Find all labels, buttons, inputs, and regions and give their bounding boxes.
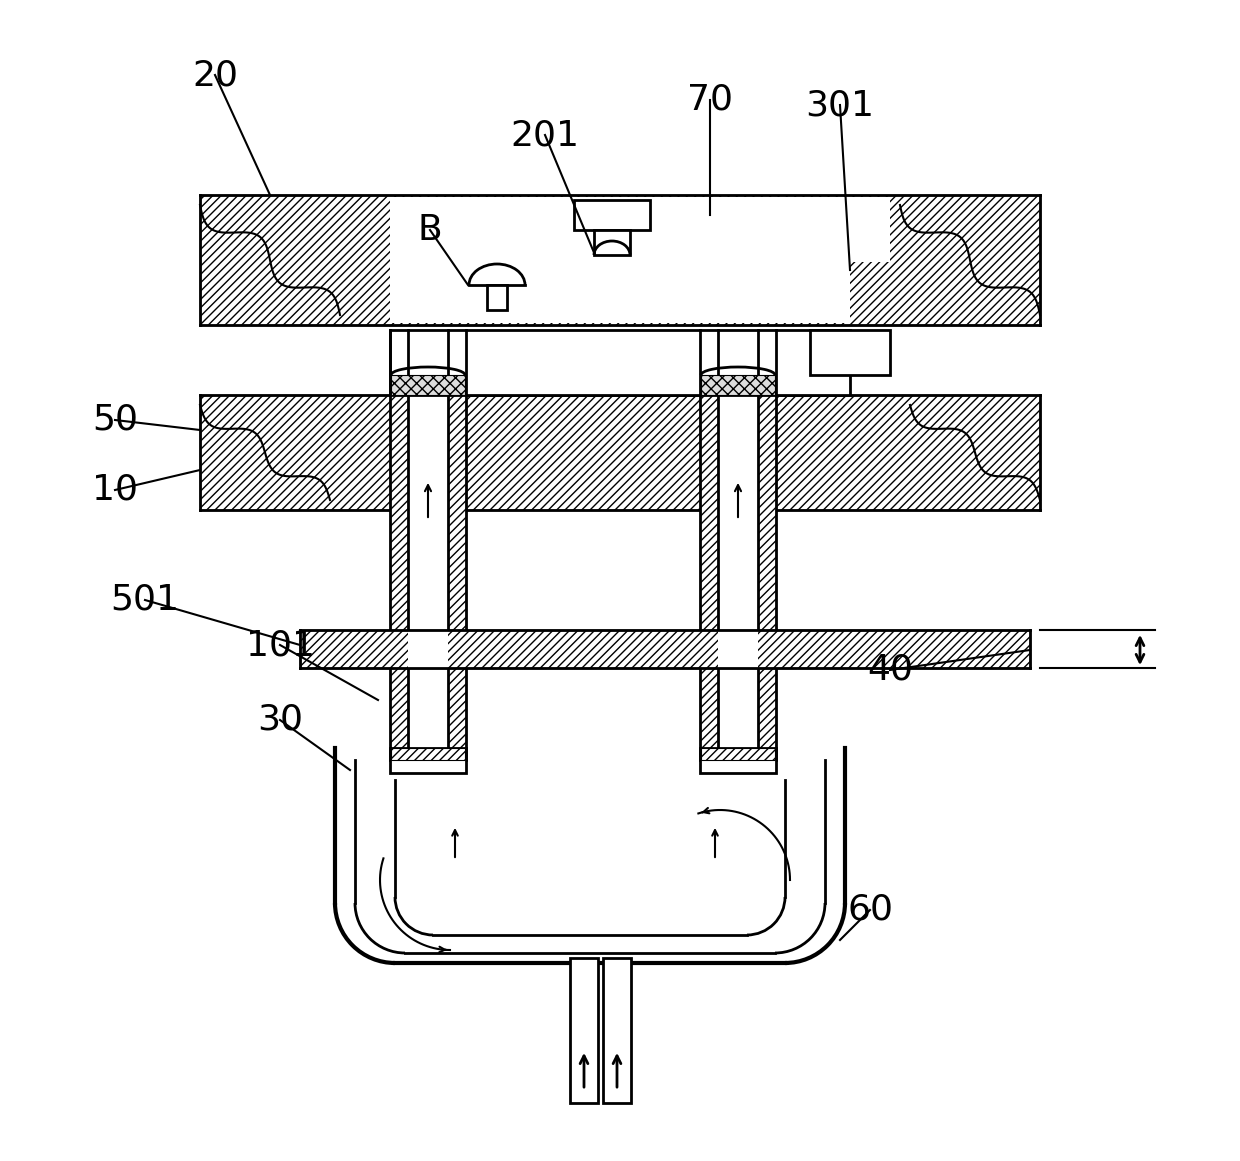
Bar (408, 630, 448, 668)
Bar (570, 958, 598, 1103)
Bar (200, 395, 1040, 510)
Bar (448, 330, 466, 760)
Bar (701, 375, 775, 395)
Bar (391, 197, 849, 323)
Text: 10: 10 (92, 473, 138, 507)
Bar (701, 330, 718, 760)
Bar (391, 330, 849, 395)
Text: 20: 20 (192, 58, 238, 92)
Bar (718, 330, 758, 760)
Bar (391, 748, 466, 773)
Bar (701, 748, 776, 773)
Bar (391, 375, 465, 395)
Text: 50: 50 (92, 403, 138, 437)
Bar (718, 397, 766, 509)
Bar (594, 230, 630, 255)
Text: 101: 101 (246, 628, 315, 662)
Bar (300, 630, 1030, 668)
Bar (408, 330, 448, 760)
Text: 40: 40 (867, 652, 913, 687)
Bar (758, 330, 776, 760)
Bar (200, 195, 1040, 325)
Bar (408, 397, 456, 509)
Text: B: B (418, 212, 443, 247)
Bar (391, 330, 408, 760)
Text: 201: 201 (511, 118, 579, 152)
Text: 70: 70 (687, 82, 733, 117)
Bar (391, 748, 465, 760)
Bar (718, 630, 758, 668)
Bar (487, 284, 507, 310)
Bar (810, 197, 890, 262)
Text: 301: 301 (806, 88, 874, 122)
Bar (603, 958, 631, 1103)
Bar (810, 330, 890, 375)
Bar (574, 200, 650, 230)
Text: 60: 60 (847, 893, 893, 926)
Text: 30: 30 (257, 704, 303, 737)
Text: 501: 501 (110, 583, 180, 616)
Bar (701, 748, 775, 760)
